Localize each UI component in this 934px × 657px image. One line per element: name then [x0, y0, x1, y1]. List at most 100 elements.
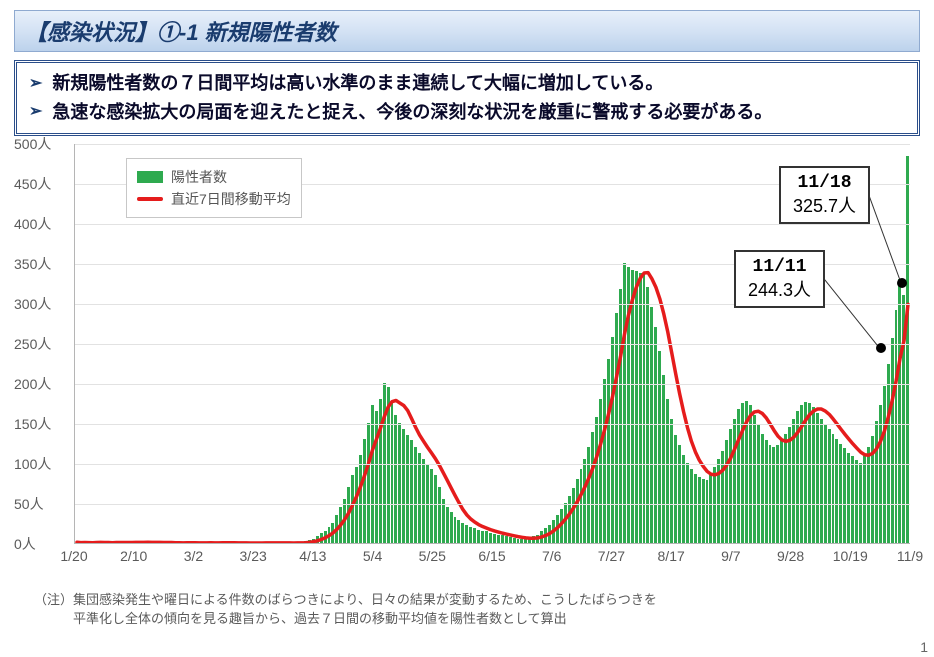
legend: 陽性者数 直近7日間移動平均: [126, 158, 302, 218]
bar: [607, 359, 610, 543]
bar: [513, 538, 516, 543]
bar: [765, 440, 768, 542]
bar: [611, 337, 614, 543]
bar: [835, 439, 838, 543]
y-axis: 0人50人100人150人200人250人300人350人400人450人500…: [14, 144, 72, 544]
callout-box: 11/18325.7人: [779, 166, 870, 225]
bar: [713, 467, 716, 543]
bar: [816, 413, 819, 542]
grid-line: [75, 144, 910, 145]
bar: [532, 536, 535, 542]
bar: [115, 542, 118, 543]
bar: [757, 425, 760, 543]
page-number: 1: [920, 639, 928, 655]
grid-line: [75, 424, 910, 425]
bar: [312, 539, 315, 543]
x-tick-label: 8/17: [658, 548, 685, 564]
bar: [694, 474, 697, 543]
bar: [142, 542, 145, 543]
bar: [576, 479, 579, 543]
bar: [320, 533, 323, 543]
bar: [631, 270, 634, 543]
bar: [536, 535, 539, 543]
bar: [414, 447, 417, 543]
bar: [509, 537, 512, 543]
bar: [186, 542, 189, 543]
bar: [745, 401, 748, 543]
bar: [391, 401, 394, 543]
bar: [387, 387, 390, 543]
x-axis: 1/202/103/23/234/135/45/256/157/67/278/1…: [74, 544, 910, 584]
bar: [879, 405, 882, 542]
bar: [410, 440, 413, 542]
bar: [446, 507, 449, 543]
bar: [812, 407, 815, 543]
bar: [615, 313, 618, 543]
bar: [761, 434, 764, 543]
y-tick-label: 200人: [14, 374, 72, 394]
y-tick-label: 400人: [14, 214, 72, 234]
bar: [906, 156, 909, 543]
legend-item-bar: 陽性者数: [137, 167, 291, 187]
bar: [595, 417, 598, 543]
y-tick-label: 100人: [14, 454, 72, 474]
bar: [855, 460, 858, 543]
bar: [587, 447, 590, 543]
callout-date: 11/18: [793, 172, 856, 195]
bar: [847, 453, 850, 542]
bar: [359, 455, 362, 543]
bar: [461, 523, 464, 543]
bar: [489, 533, 492, 543]
bullet-text: 新規陽性者数の７日間平均は高い水準のまま連続して大幅に増加している。: [52, 69, 663, 98]
bar: [170, 542, 173, 543]
x-tick-label: 5/4: [363, 548, 382, 564]
bar: [324, 531, 327, 543]
bar: [430, 469, 433, 542]
bar: [76, 542, 79, 543]
callout-value: 244.3人: [748, 279, 811, 302]
bar: [418, 453, 421, 542]
bar: [505, 536, 508, 542]
footnote-line: （注）集団感染発生や曜日による件数のばらつきにより、日々の結果が変動するため、こ…: [34, 590, 920, 610]
bar: [729, 429, 732, 542]
y-tick-label: 450人: [14, 174, 72, 194]
bar: [296, 542, 299, 543]
bullet-arrow-icon: ➢: [29, 71, 42, 97]
bar: [438, 487, 441, 543]
bar: [493, 534, 496, 543]
callout-dot-icon: [897, 278, 907, 288]
bar: [339, 507, 342, 543]
line-swatch-icon: [137, 197, 163, 201]
bar: [308, 540, 311, 542]
bar: [635, 271, 638, 542]
x-tick-label: 3/2: [184, 548, 203, 564]
bar-swatch-icon: [137, 171, 163, 183]
bar: [524, 539, 527, 543]
bar: [560, 509, 563, 543]
bar: [501, 535, 504, 542]
bar: [599, 399, 602, 543]
bar: [221, 542, 224, 543]
grid-line: [75, 344, 910, 345]
bar: [670, 419, 673, 543]
callout-box: 11/11244.3人: [734, 250, 825, 309]
x-tick-label: 3/23: [240, 548, 267, 564]
x-tick-label: 9/7: [721, 548, 740, 564]
bar: [406, 435, 409, 543]
bar: [863, 456, 866, 542]
bar: [335, 515, 338, 543]
bar: [564, 503, 567, 543]
y-tick-label: 500人: [14, 134, 72, 154]
bar: [265, 542, 268, 543]
bar: [154, 542, 157, 543]
x-tick-label: 1/20: [60, 548, 87, 564]
bar: [552, 520, 555, 542]
x-tick-label: 5/25: [419, 548, 446, 564]
title-bar: 【感染状況】①-1 新規陽性者数: [14, 10, 920, 52]
x-tick-label: 7/27: [598, 548, 625, 564]
bar: [481, 531, 484, 543]
bar: [371, 405, 374, 542]
y-tick-label: 300人: [14, 294, 72, 314]
bar: [209, 542, 212, 543]
bar: [709, 475, 712, 543]
